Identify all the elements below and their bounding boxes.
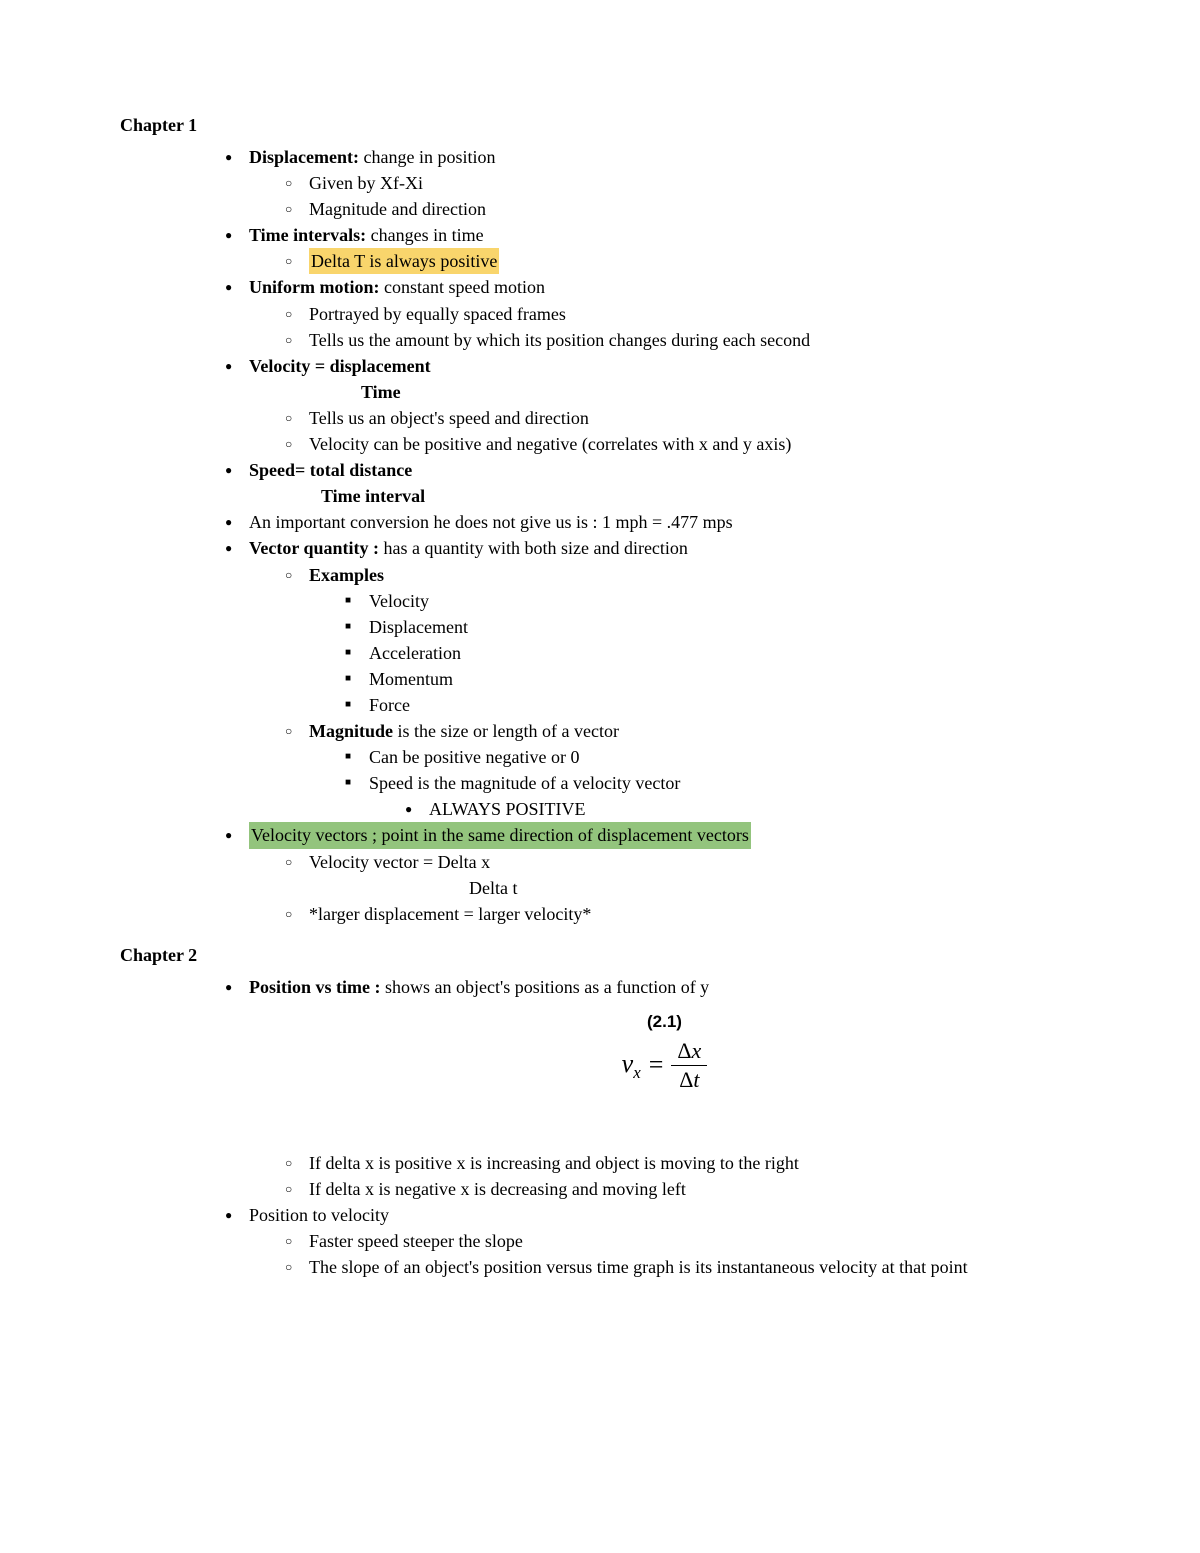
pos-vs-time-sub-b: If delta x is negative x is decreasing a… [285,1176,1080,1202]
example-force: Force [345,692,1080,718]
velocity-denom: Time [249,379,1080,405]
pos-vs-time-sub-a: If delta x is positive x is increasing a… [285,1150,1080,1176]
pos-to-vel-text: Position to velocity [249,1205,389,1225]
chapter-2-title: Chapter 2 [120,945,1080,966]
chapter-2-list: Position vs time : shows an object's pos… [120,974,1080,1281]
pos-to-vel-sub-b: The slope of an object's position versus… [285,1254,1080,1280]
chapter-1-list: Displacement: change in position Given b… [120,144,1080,927]
eq-lhs: vx [622,1045,641,1086]
document-page: Chapter 1 Displacement: change in positi… [0,0,1200,1340]
velocity-vector-formula: Velocity vector = Delta x Delta t [285,849,1080,901]
def-pos-vs-time: shows an object's positions as a functio… [380,977,709,997]
equation-2-1: (2.1) vx = Δx Δt [249,1010,1080,1092]
magnitude-sub-b-text: Speed is the magnitude of a velocity vec… [369,773,680,793]
example-velocity: Velocity [345,588,1080,614]
uniform-motion-sub-b: Tells us the amount by which its positio… [285,327,1080,353]
velocity-numer: displacement [325,356,431,376]
magnitude-sub-b: Speed is the magnitude of a velocity vec… [345,770,1080,822]
highlight-delta-t: Delta T is always positive [309,248,499,274]
def-uniform-motion: constant speed motion [379,277,544,297]
examples-label: Examples [309,565,384,585]
term-displacement: Displacement: [249,147,359,167]
time-intervals-sub-a: Delta T is always positive [285,248,1080,274]
chapter-1-title: Chapter 1 [120,115,1080,136]
highlight-velocity-vectors: Velocity vectors ; point in the same dir… [249,822,751,848]
velocity-eq-sub-a: Tells us an object's speed and direction [285,405,1080,431]
eq-equals: = [649,1046,664,1084]
item-time-intervals: Time intervals: changes in time Delta T … [225,222,1080,274]
equation-number: (2.1) [249,1010,1080,1035]
item-pos-to-vel: Position to velocity Faster speed steepe… [225,1202,1080,1280]
def-magnitude: is the size or length of a vector [393,721,619,741]
item-displacement: Displacement: change in position Given b… [225,144,1080,222]
example-momentum: Momentum [345,666,1080,692]
item-uniform-motion: Uniform motion: constant speed motion Po… [225,274,1080,352]
magnitude-always-positive: ALWAYS POSITIVE [405,796,1080,822]
eq-frac-den: Δt [673,1066,705,1092]
velocity-eq-sub-b: Velocity can be positive and negative (c… [285,431,1080,457]
uniform-motion-sub-a: Portrayed by equally spaced frames [285,301,1080,327]
item-conversion: An important conversion he does not give… [225,509,1080,535]
def-displacement: change in position [359,147,495,167]
term-pos-vs-time: Position vs time : [249,977,380,997]
term-speed-eq: Speed= [249,460,305,480]
def-vector-qty: has a quantity with both size and direct… [379,538,688,558]
pos-to-vel-sub-a: Faster speed steeper the slope [285,1228,1080,1254]
item-speed-eq: Speed= total distance Time interval [225,457,1080,509]
item-pos-vs-time: Position vs time : shows an object's pos… [225,974,1080,1202]
item-velocity-eq: Velocity = displacement Time Tells us an… [225,353,1080,457]
example-displacement: Displacement [345,614,1080,640]
term-time-intervals: Time intervals: [249,225,366,245]
def-time-intervals: changes in time [366,225,483,245]
vector-magnitude: Magnitude is the size or length of a vec… [285,718,1080,822]
term-magnitude: Magnitude [309,721,393,741]
velocity-vector-form-a: Velocity vector = Delta x [309,852,490,872]
vector-examples: Examples Velocity Displacement Accelerat… [285,562,1080,719]
item-vector-qty: Vector quantity : has a quantity with bo… [225,535,1080,822]
term-uniform-motion: Uniform motion: [249,277,379,297]
magnitude-sub-a: Can be positive negative or 0 [345,744,1080,770]
eq-fraction: Δx Δt [671,1039,707,1092]
displacement-sub-a: Given by Xf-Xi [285,170,1080,196]
speed-denom: Time interval [249,483,1080,509]
term-vector-qty: Vector quantity : [249,538,379,558]
eq-frac-num: Δx [671,1039,707,1066]
item-velocity-vectors: Velocity vectors ; point in the same dir… [225,822,1080,926]
speed-numer: total distance [305,460,412,480]
term-velocity-eq: Velocity = [249,356,325,376]
velocity-vector-form-b: Delta t [309,875,1080,901]
displacement-sub-b: Magnitude and direction [285,196,1080,222]
example-acceleration: Acceleration [345,640,1080,666]
velocity-vector-note: *larger displacement = larger velocity* [285,901,1080,927]
